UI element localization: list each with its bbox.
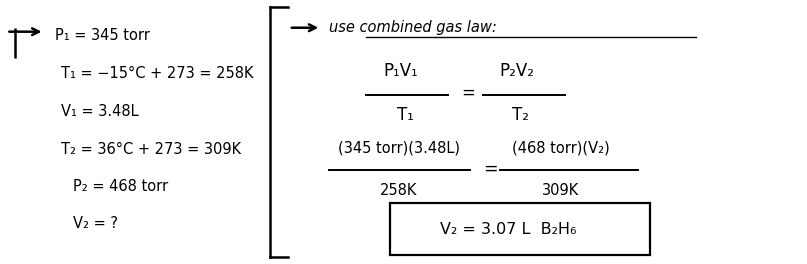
Text: T₁: T₁ bbox=[398, 106, 414, 124]
Text: (345 torr)(3.48L): (345 torr)(3.48L) bbox=[337, 140, 460, 155]
Text: 258K: 258K bbox=[380, 183, 417, 198]
Text: T₁ = −15°C + 273 = 258K: T₁ = −15°C + 273 = 258K bbox=[61, 67, 253, 81]
Text: P₁ = 345 torr: P₁ = 345 torr bbox=[55, 28, 150, 43]
Text: V₂ = 3.07 L  B₂H₆: V₂ = 3.07 L B₂H₆ bbox=[441, 222, 576, 237]
Text: V₁ = 3.48L: V₁ = 3.48L bbox=[61, 104, 138, 119]
Text: V₂ = ?: V₂ = ? bbox=[73, 216, 118, 230]
Text: (468 torr)(V₂): (468 torr)(V₂) bbox=[512, 140, 610, 155]
Text: T₂ = 36°C + 273 = 309K: T₂ = 36°C + 273 = 309K bbox=[61, 142, 240, 157]
Text: P₂V₂: P₂V₂ bbox=[499, 62, 534, 80]
Text: T₂: T₂ bbox=[512, 106, 529, 124]
Text: =: = bbox=[461, 84, 475, 102]
Text: =: = bbox=[483, 159, 498, 177]
Text: use combined gas law:: use combined gas law: bbox=[329, 20, 497, 35]
FancyBboxPatch shape bbox=[390, 203, 650, 255]
Text: P₁V₁: P₁V₁ bbox=[383, 62, 419, 80]
Text: P₂ = 468 torr: P₂ = 468 torr bbox=[73, 179, 168, 194]
Text: 309K: 309K bbox=[542, 183, 579, 198]
